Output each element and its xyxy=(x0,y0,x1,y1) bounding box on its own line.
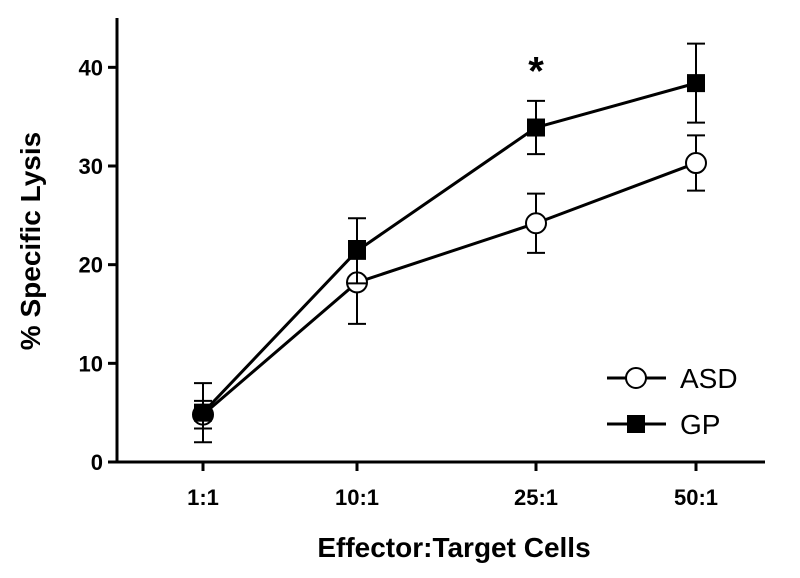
x-tick-label: 25:1 xyxy=(514,485,558,510)
series-gp xyxy=(194,42,705,444)
significance-asterisk: * xyxy=(528,49,544,93)
x-tick-label: 1:1 xyxy=(187,485,219,510)
y-tick-label: 30 xyxy=(79,154,103,179)
y-tick-label: 20 xyxy=(79,253,103,278)
x-tick-label: 50:1 xyxy=(674,485,718,510)
y-axis-title: % Specific Lysis xyxy=(15,132,46,350)
data-point-gp xyxy=(687,74,705,93)
legend-label-gp: GP xyxy=(680,409,720,440)
axes: 0 10 20 30 40 1:1 10:1 25:1 50:1 xyxy=(79,18,765,510)
y-tick-label: 10 xyxy=(79,351,103,376)
series-line-gp xyxy=(201,81,697,414)
legend-label-asd: ASD xyxy=(680,363,738,394)
series-layer: * xyxy=(192,42,707,444)
data-point-asd xyxy=(525,212,547,235)
y-tick-label: 0 xyxy=(91,450,103,475)
data-point-gp xyxy=(194,403,212,422)
legend-item-asd: ASD xyxy=(607,363,738,394)
x-axis-title: Effector:Target Cells xyxy=(317,532,590,563)
legend: ASD GP xyxy=(607,363,738,440)
legend-marker-gp xyxy=(627,415,645,433)
data-point-gp xyxy=(348,241,366,260)
x-tick-label: 10:1 xyxy=(335,485,379,510)
data-point-gp xyxy=(527,118,545,137)
data-point-asd xyxy=(685,152,707,175)
legend-item-gp: GP xyxy=(607,409,720,440)
series-line-asd xyxy=(202,161,697,416)
y-tick-label: 40 xyxy=(79,55,103,80)
legend-marker-asd xyxy=(625,367,647,389)
